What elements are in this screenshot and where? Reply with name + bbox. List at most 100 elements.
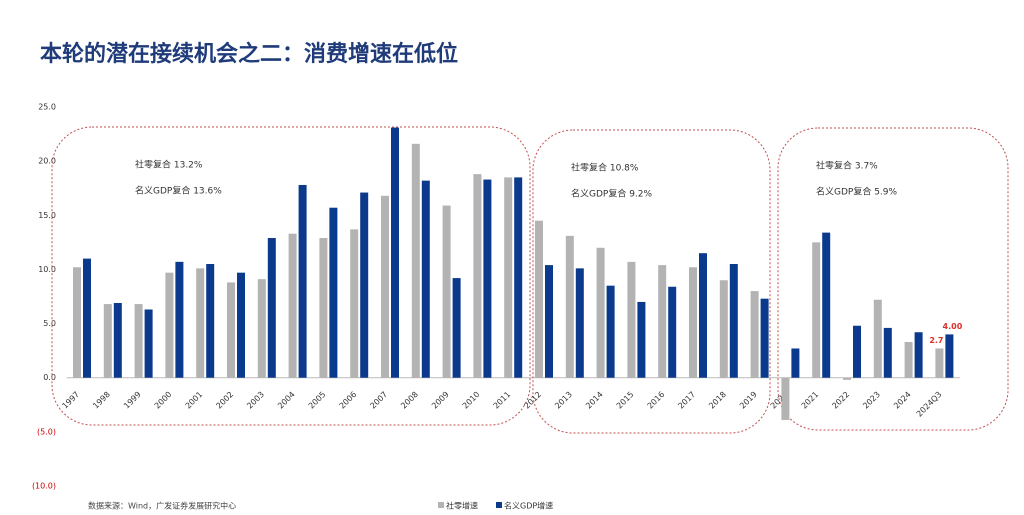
- bar: [442, 205, 451, 378]
- bar: [329, 207, 338, 378]
- bar: [883, 327, 892, 378]
- bar: [421, 180, 430, 378]
- bar: [134, 304, 143, 378]
- annotation: 名义GDP复合 13.6%: [135, 185, 222, 197]
- bar: [873, 299, 882, 378]
- source: 数据来源：Wind，广发证券发展研究中心: [88, 501, 236, 511]
- y-tick-label: 0.0: [43, 373, 56, 382]
- x-tick-label: 2003: [245, 390, 266, 411]
- y-tick-label: 5.0: [43, 319, 56, 328]
- period-box: [777, 127, 1009, 431]
- bar: [750, 291, 759, 378]
- bar: [83, 258, 91, 378]
- annotation: 社零复合 10.8%: [571, 162, 639, 174]
- bar: [103, 304, 112, 378]
- x-tick-label: 2001: [184, 390, 205, 411]
- bar: [637, 301, 646, 378]
- bar: [360, 192, 369, 378]
- bar: [843, 377, 851, 380]
- bar: [144, 309, 153, 378]
- x-tick-label: 1999: [122, 390, 143, 411]
- y-tick-label: 10.0: [38, 265, 56, 274]
- period-box: [532, 129, 771, 434]
- x-tick-label: 2008: [399, 390, 420, 411]
- y-tick-label: (5.0): [37, 427, 56, 436]
- bar: [689, 267, 697, 378]
- y-tick-label: 25.0: [38, 103, 56, 112]
- bar: [853, 325, 861, 378]
- x-tick-label: 2018: [707, 390, 728, 411]
- legend-label: 名义GDP增速: [504, 501, 553, 511]
- bar: [791, 348, 800, 378]
- bar: [514, 177, 523, 378]
- x-tick-label: 2017: [676, 390, 697, 411]
- period-box: [51, 126, 531, 426]
- bar: [781, 377, 790, 420]
- x-tick-label: 1997: [60, 390, 81, 411]
- x-tick-label: 2012: [522, 390, 543, 411]
- bar: [411, 143, 420, 378]
- bar: [658, 265, 667, 378]
- x-tick-label: 2014: [584, 390, 605, 411]
- bar: [596, 247, 605, 378]
- bar: [699, 253, 707, 378]
- bar: [627, 261, 636, 378]
- bar: [267, 238, 276, 378]
- y-tick-label: 15.0: [38, 211, 56, 220]
- x-tick-label: 2024Q3: [915, 390, 944, 419]
- x-tick-label: 2004: [276, 390, 297, 411]
- x-tick-label: 2013: [553, 390, 574, 411]
- bar: [565, 235, 574, 378]
- x-tick-label: 2023: [861, 390, 882, 411]
- bar: [535, 220, 543, 378]
- bar: [288, 233, 297, 378]
- bar: [483, 179, 492, 378]
- bar: [935, 348, 944, 378]
- bar: [575, 268, 584, 378]
- bar: [257, 279, 266, 378]
- bar: [914, 332, 923, 378]
- x-tick-label: 2002: [214, 390, 235, 411]
- x-tick-label: 2021: [800, 390, 821, 411]
- bar: [319, 238, 328, 378]
- bar: [504, 177, 513, 378]
- bar: [545, 265, 553, 378]
- y-tick-label: (10.0): [32, 482, 56, 491]
- bar: [729, 264, 738, 378]
- x-tick-label: 2019: [738, 390, 759, 411]
- annotation: 社零复合 3.7%: [816, 160, 878, 172]
- x-tick-label: 2005: [307, 390, 328, 411]
- bar: [606, 285, 615, 378]
- bar: [350, 229, 359, 378]
- bar: [165, 272, 174, 378]
- bar: [73, 267, 81, 378]
- y-tick-label: 20.0: [38, 157, 56, 166]
- annotation: 名义GDP复合 5.9%: [816, 186, 898, 198]
- x-tick-label: 2000: [153, 390, 174, 411]
- bar: [668, 286, 677, 378]
- bar: [760, 298, 769, 378]
- bar: [298, 184, 307, 378]
- bar: [175, 261, 184, 378]
- x-tick-label: 2006: [338, 390, 359, 411]
- bar: [719, 280, 728, 378]
- bar: [391, 127, 399, 378]
- bar: [227, 282, 235, 378]
- data-label: 2.7: [929, 336, 943, 345]
- bar: [381, 195, 389, 378]
- x-tick-label: 2010: [461, 390, 482, 411]
- x-tick-label: 2022: [830, 390, 851, 411]
- bar: [237, 272, 245, 378]
- x-tick-label: 2015: [615, 390, 636, 411]
- bar: [822, 232, 831, 378]
- legend-swatch: [438, 502, 444, 508]
- bar: [945, 334, 954, 378]
- legend-swatch: [496, 502, 502, 508]
- x-tick-label: 2024: [892, 390, 913, 411]
- data-label: 4.00: [943, 322, 963, 331]
- bar: [904, 341, 913, 378]
- annotation: 名义GDP复合 9.2%: [571, 188, 653, 200]
- bar: [812, 242, 821, 378]
- chart-title: 本轮的潜在接续机会之二：消费增速在低位: [40, 41, 458, 67]
